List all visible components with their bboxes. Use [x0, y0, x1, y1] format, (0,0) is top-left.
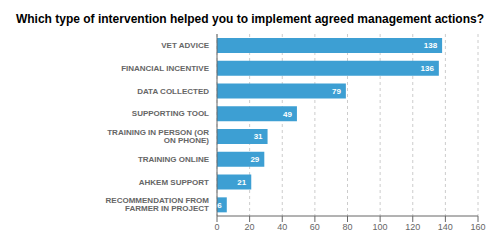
svg-text:140: 140	[438, 222, 453, 232]
svg-text:VET ADVICE: VET ADVICE	[161, 41, 209, 50]
svg-text:136: 136	[420, 64, 434, 73]
svg-text:RECOMMENDATION FROMFARMER IN P: RECOMMENDATION FROMFARMER IN PROJECT	[106, 196, 210, 213]
svg-text:40: 40	[277, 222, 287, 232]
svg-text:160: 160	[470, 222, 485, 232]
svg-text:29: 29	[250, 155, 259, 164]
svg-text:49: 49	[283, 110, 292, 119]
svg-text:AHKEM SUPPORT: AHKEM SUPPORT	[139, 178, 209, 187]
svg-text:31: 31	[254, 132, 263, 141]
svg-text:80: 80	[342, 222, 352, 232]
svg-text:138: 138	[424, 41, 438, 50]
svg-text:79: 79	[332, 87, 341, 96]
svg-text:6: 6	[217, 201, 222, 210]
svg-text:TRAINING ONLINE: TRAINING ONLINE	[138, 155, 210, 164]
svg-text:60: 60	[310, 222, 320, 232]
svg-text:TRAINING IN PERSON (ORON PHONE: TRAINING IN PERSON (ORON PHONE)	[107, 128, 209, 145]
svg-text:100: 100	[373, 222, 388, 232]
svg-text:0: 0	[214, 222, 219, 232]
svg-text:FINANCIAL INCENTIVE: FINANCIAL INCENTIVE	[121, 64, 210, 73]
svg-text:SUPPORTING TOOL: SUPPORTING TOOL	[132, 109, 209, 118]
svg-text:20: 20	[245, 222, 255, 232]
html-text:Which type of intervention hel: Which type of intervention helped you to…	[16, 12, 484, 26]
svg-text:21: 21	[237, 178, 246, 187]
svg-text:120: 120	[405, 222, 420, 232]
svg-text:DATA COLLECTED: DATA COLLECTED	[137, 87, 209, 96]
